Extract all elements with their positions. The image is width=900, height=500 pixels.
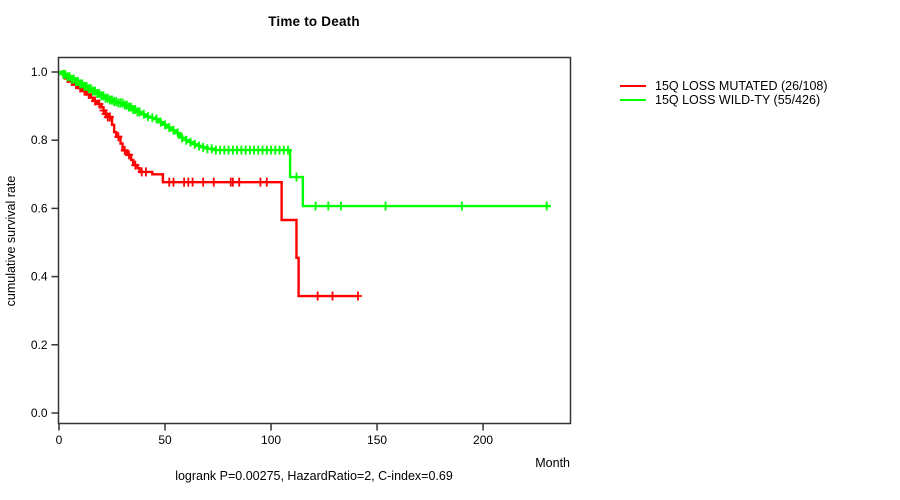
legend-item-mutated: 15Q LOSS MUTATED (26/108) bbox=[620, 79, 828, 93]
svg-text:100: 100 bbox=[261, 433, 281, 447]
svg-text:0.6: 0.6 bbox=[31, 201, 48, 215]
svg-text:0: 0 bbox=[56, 433, 63, 447]
svg-text:0.2: 0.2 bbox=[31, 338, 48, 352]
legend-label-mutated: 15Q LOSS MUTATED (26/108) bbox=[655, 79, 828, 93]
legend-label-wildtype: 15Q LOSS WILD-TY (55/426) bbox=[655, 93, 821, 107]
svg-text:1.0: 1.0 bbox=[31, 65, 48, 79]
chart-title: Time to Death bbox=[268, 14, 360, 29]
legend: 15Q LOSS MUTATED (26/108) 15Q LOSS WILD-… bbox=[620, 79, 828, 107]
svg-text:200: 200 bbox=[473, 433, 493, 447]
svg-text:0.8: 0.8 bbox=[31, 133, 48, 147]
legend-line-red-icon bbox=[620, 84, 646, 88]
legend-item-wildtype: 15Q LOSS WILD-TY (55/426) bbox=[620, 93, 828, 107]
svg-text:0.4: 0.4 bbox=[31, 270, 48, 284]
legend-line-green-icon bbox=[620, 98, 646, 102]
svg-text:50: 50 bbox=[158, 433, 172, 447]
stats-annotation: logrank P=0.00275, HazardRatio=2, C-inde… bbox=[175, 469, 453, 483]
x-axis-label: Month bbox=[535, 456, 570, 470]
svg-text:0.0: 0.0 bbox=[31, 406, 48, 420]
svg-text:150: 150 bbox=[367, 433, 387, 447]
